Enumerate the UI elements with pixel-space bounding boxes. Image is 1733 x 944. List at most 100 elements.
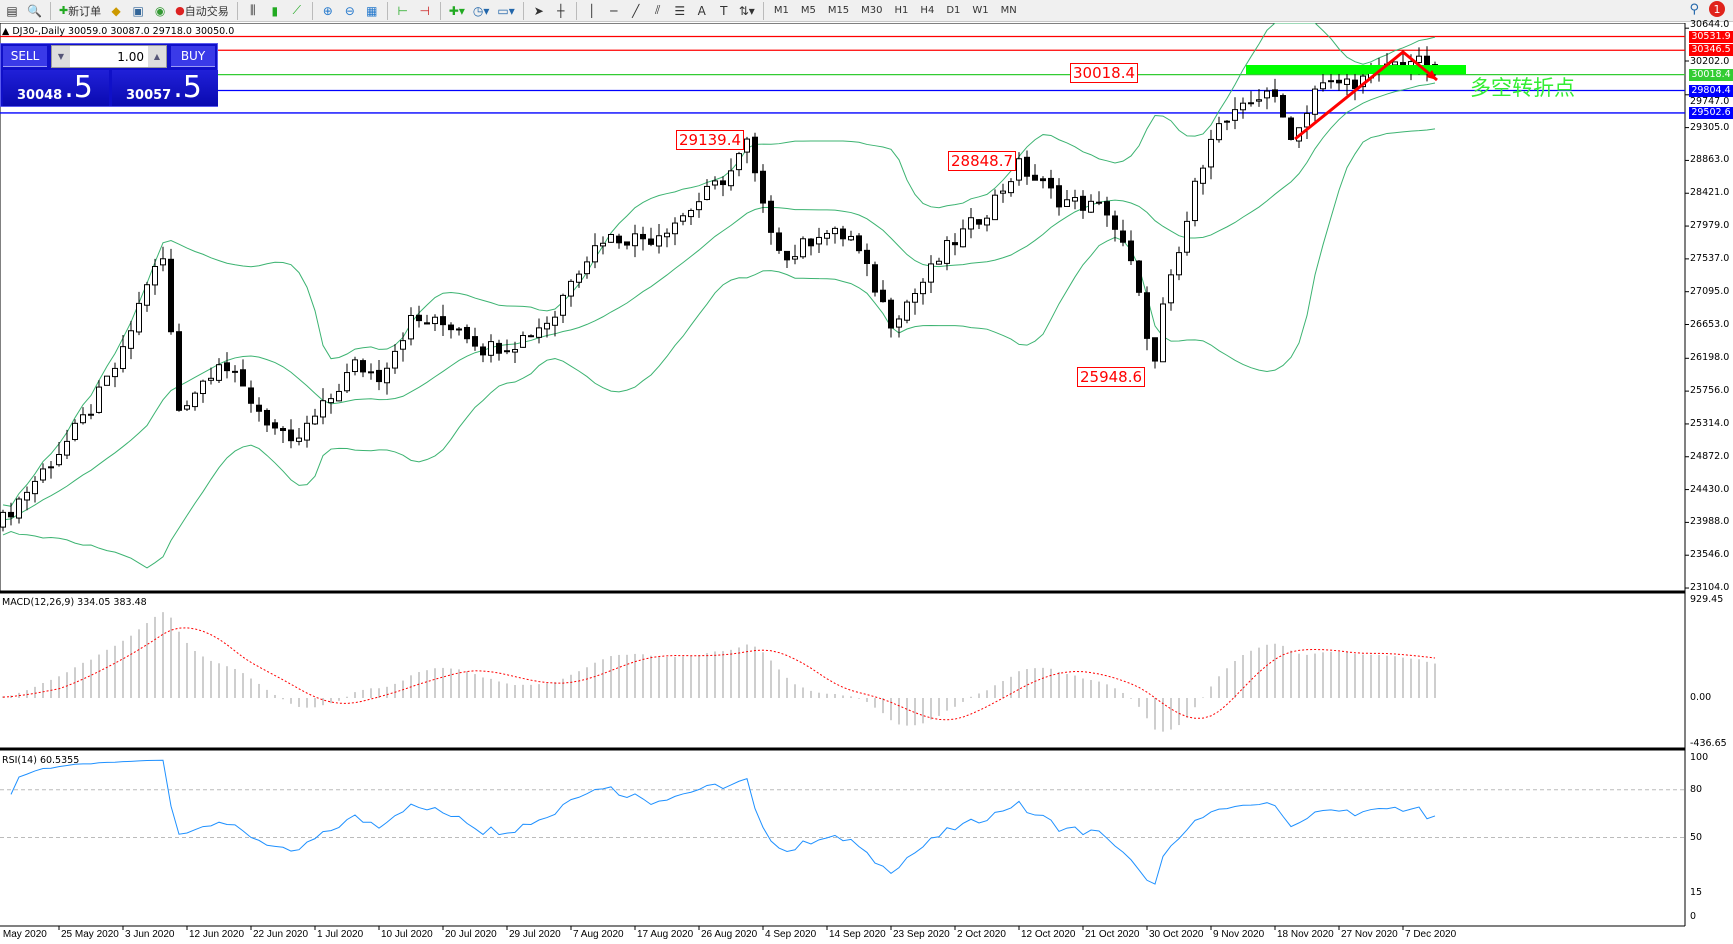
candle-bearish [760,170,766,204]
candle-bullish [944,240,950,264]
search-icon[interactable]: ⚲ [1689,1,1699,17]
candlestick-icon[interactable]: ▮ [271,3,279,18]
candle-bullish [104,375,110,386]
separator [236,1,238,20]
sell-price[interactable]: 30048.5 [3,70,109,106]
volume-decrease-button[interactable]: ▼ [52,46,70,67]
indicators-icon[interactable]: ✚▾ [448,3,465,18]
candle-bullish [816,236,822,245]
volume-increase-button[interactable]: ▲ [148,46,166,67]
timeframe-d1[interactable]: D1 [946,5,961,16]
date-axis-label: 17 Aug 2020 [637,929,694,940]
candle-bullish [832,227,838,235]
date-axis-label: 10 Jul 2020 [381,929,433,940]
candle-bearish [456,328,462,331]
candle-bearish [272,422,278,429]
buy-button[interactable]: BUY [171,46,215,67]
candle-bullish [560,294,566,316]
sell-button[interactable]: SELL [3,46,47,67]
document-icon[interactable]: ▤ [6,3,18,18]
candle-bullish [936,260,942,265]
timeframe-m5[interactable]: M5 [800,5,816,16]
buy-price-pips: .5 [173,70,202,105]
metaeditor-icon[interactable]: ◆ [111,3,121,18]
candle-bearish [1096,201,1102,204]
candle-bullish [328,398,334,404]
chart-area[interactable] [0,23,1733,944]
candle-bearish [464,326,470,340]
candle-bearish [888,299,894,329]
candle-bullish [1344,78,1350,85]
date-axis-label: 23 Sep 2020 [893,929,950,940]
high-annotation-1[interactable]: 29139.4 [676,130,745,150]
templates-icon[interactable]: ▭▾ [497,3,515,18]
level-annotation[interactable]: 30018.4 [1070,63,1139,83]
low-annotation[interactable]: 25948.6 [1077,367,1146,387]
new-order-button[interactable]: ✚ 新订单 [56,1,104,21]
timeframe-w1[interactable]: W1 [972,5,989,16]
date-axis-label: 7 Aug 2020 [573,929,624,940]
candle-bullish [896,318,902,328]
candle-bullish [824,232,830,239]
timeframe-h4[interactable]: H4 [920,5,935,16]
macd-axis-label: 0.00 [1690,692,1712,703]
auto-trading-button[interactable]: ● 自动交易 [172,1,232,21]
candle-bearish [280,428,286,432]
buy-price-main: 30057 [126,88,172,103]
cursor-icon[interactable]: ➤ [533,3,544,18]
candle-bullish [536,327,542,338]
candle-bearish [840,228,846,240]
equidistant-channel-icon[interactable]: ⫽ [655,3,661,17]
terminal-icon[interactable]: ▣ [132,3,144,18]
buy-price[interactable]: 30057.5 [112,70,218,106]
candle-bullish [1064,199,1070,207]
candle-bullish [1216,123,1222,141]
turning-point-label[interactable]: 多空转折点 [1470,76,1575,100]
periods-icon[interactable]: ◷▾ [472,3,490,18]
high-annotation-2[interactable]: 28848.7 [948,151,1017,171]
volume-value[interactable]: 1.00 [117,49,144,64]
zoom-out-icon[interactable]: ⊖ [344,3,355,18]
zoom-chart-icon[interactable]: 🔍 [27,3,42,18]
auto-scroll-icon[interactable]: ⊢ [397,3,408,18]
timeframe-m15[interactable]: M15 [827,5,850,16]
separator [762,1,764,20]
chart-shift-icon[interactable]: ⊣ [419,3,430,18]
notifications-badge[interactable]: 1 [1709,1,1725,17]
line-chart-icon[interactable]: ⟋ [292,3,301,17]
candle-bearish [376,369,382,383]
signals-icon[interactable]: ◉ [154,3,166,18]
text-label-icon[interactable]: T [720,3,728,18]
timeframe-h1[interactable]: H1 [894,5,909,16]
candle-bullish [728,170,734,187]
arrows-icon[interactable]: ⇅▾ [738,3,755,18]
candle-bearish [1056,185,1062,208]
candle-bullish [704,185,710,201]
price-pane-frame [0,23,1686,592]
candle-bearish [640,233,646,240]
horizontal-line-icon[interactable]: ─ [610,3,618,18]
text-icon[interactable]: A [697,3,706,18]
volume-field[interactable]: ▼ 1.00 ▲ [51,45,167,68]
candle-bullish [992,194,998,221]
timeframe-m30[interactable]: M30 [861,5,883,16]
fibonacci-icon[interactable]: ☰ [674,3,686,18]
timeframe-m1[interactable]: M1 [773,5,789,16]
vertical-line-icon[interactable]: │ [588,3,596,18]
candle-bullish [200,380,206,395]
timeframe-mn[interactable]: MN [1000,5,1017,16]
date-axis-label: 3 Jun 2020 [125,929,175,940]
trendline-icon[interactable]: ╱ [632,3,640,18]
rsi-line [10,759,1436,885]
price-axis-label: 27537.0 [1690,252,1730,264]
new-order-label: 新订单 [68,4,102,18]
zoom-in-icon[interactable]: ⊕ [322,3,333,18]
crosshair-icon[interactable]: ┼ [557,3,565,18]
candle-bullish [1184,220,1190,253]
collapse-icon[interactable]: ▲ [2,26,13,37]
bar-chart-icon[interactable]: ⫼ [250,3,256,17]
candle-bullish [672,222,678,235]
candle-bullish [552,316,558,326]
tile-windows-icon[interactable]: ▦ [366,3,378,18]
price-axis-label: 28421.0 [1690,187,1730,199]
